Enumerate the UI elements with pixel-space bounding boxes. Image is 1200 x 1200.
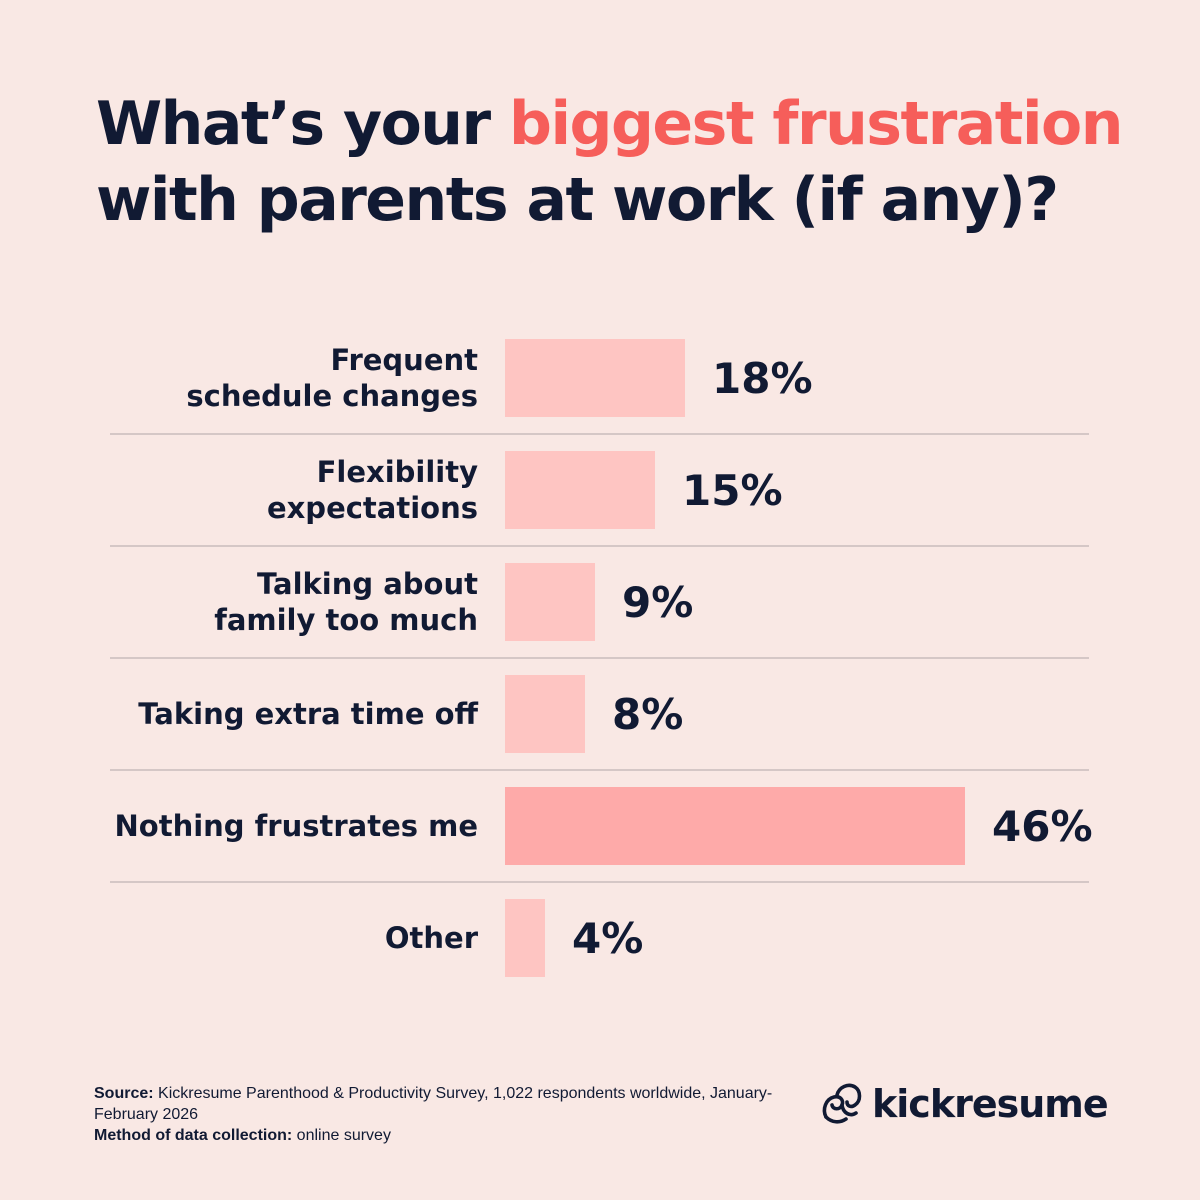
- kickresume-logo-icon: [822, 1083, 862, 1124]
- value-label-5: 4%: [572, 914, 643, 963]
- method-note: Method of data collection: online survey: [94, 1125, 774, 1146]
- category-label-2-line-1: family too much: [214, 603, 478, 637]
- title-part-2: with parents at work (if any)?: [96, 165, 1059, 235]
- value-label-3: 8%: [612, 690, 683, 739]
- category-label-2-line-0: Talking about: [257, 567, 478, 601]
- value-label-2: 9%: [622, 578, 693, 627]
- bar-1: [505, 451, 655, 529]
- title-highlight: biggest frustration: [509, 89, 1123, 159]
- category-label-0-line-0: Frequent: [330, 343, 478, 377]
- chart-title: What’s your biggest frustration with par…: [96, 86, 1136, 238]
- footer: Source: Kickresume Parenthood & Producti…: [94, 1083, 774, 1146]
- category-label-4-line-0: Nothing frustrates me: [115, 809, 478, 843]
- kickresume-logo: kickresume: [820, 1078, 1109, 1130]
- bar-4: [505, 787, 965, 865]
- value-label-4: 46%: [992, 802, 1093, 851]
- title-part-1: What’s your: [96, 89, 509, 159]
- category-label-0-line-1: schedule changes: [186, 379, 478, 413]
- category-label-1-line-0: Flexibility: [317, 455, 479, 489]
- source-note: Source: Kickresume Parenthood & Producti…: [94, 1083, 774, 1125]
- category-label-3-line-0: Taking extra time off: [138, 697, 478, 731]
- category-label-1-line-1: expectations: [267, 491, 478, 525]
- bar-5: [505, 899, 545, 977]
- method-label: Method of data collection:: [94, 1127, 293, 1144]
- bar-2: [505, 563, 595, 641]
- method-text: online survey: [292, 1127, 391, 1144]
- logo-text: kickresume: [872, 1082, 1109, 1126]
- bar-0: [505, 339, 685, 417]
- category-label-5-line-0: Other: [385, 921, 479, 955]
- value-label-1: 15%: [682, 466, 783, 515]
- value-label-0: 18%: [712, 354, 813, 403]
- bar-3: [505, 675, 585, 753]
- source-text: Kickresume Parenthood & Productivity Sur…: [94, 1085, 773, 1123]
- source-label: Source:: [94, 1085, 154, 1102]
